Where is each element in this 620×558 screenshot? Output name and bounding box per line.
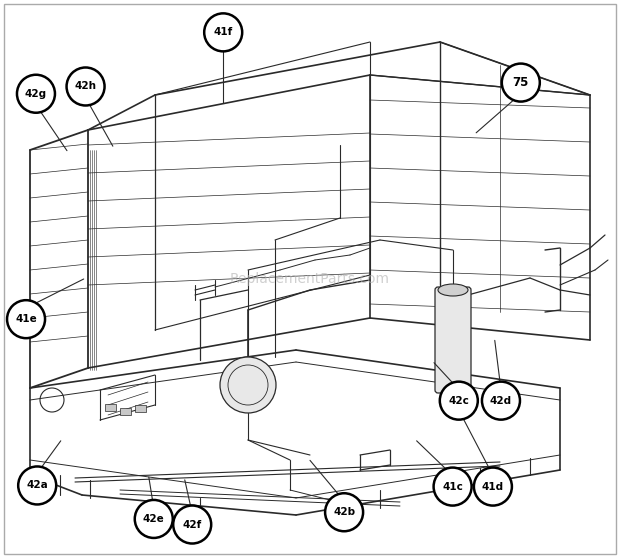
Circle shape: [433, 468, 472, 506]
Text: 42c: 42c: [448, 396, 469, 406]
Text: 42e: 42e: [143, 514, 165, 524]
Circle shape: [204, 13, 242, 51]
Circle shape: [135, 500, 173, 538]
Text: 41c: 41c: [442, 482, 463, 492]
FancyBboxPatch shape: [435, 287, 471, 393]
Text: 42g: 42g: [25, 89, 47, 99]
Circle shape: [502, 64, 540, 102]
Text: ReplacementParts.com: ReplacementParts.com: [230, 272, 390, 286]
FancyBboxPatch shape: [120, 407, 130, 415]
Circle shape: [220, 357, 276, 413]
Circle shape: [474, 468, 512, 506]
Text: 41e: 41e: [15, 314, 37, 324]
Text: 42d: 42d: [490, 396, 512, 406]
Circle shape: [17, 75, 55, 113]
Text: 42b: 42b: [333, 507, 355, 517]
Circle shape: [325, 493, 363, 531]
Circle shape: [18, 466, 56, 504]
Text: 42a: 42a: [26, 480, 48, 490]
Circle shape: [482, 382, 520, 420]
Circle shape: [440, 382, 478, 420]
Ellipse shape: [438, 284, 468, 296]
Text: 42h: 42h: [74, 81, 97, 92]
Circle shape: [173, 506, 211, 543]
Circle shape: [66, 68, 105, 105]
Text: 41f: 41f: [213, 27, 233, 37]
FancyBboxPatch shape: [105, 403, 115, 411]
FancyBboxPatch shape: [135, 405, 146, 411]
Text: 42f: 42f: [182, 519, 202, 530]
Text: 41d: 41d: [482, 482, 504, 492]
Circle shape: [7, 300, 45, 338]
Text: 75: 75: [513, 76, 529, 89]
